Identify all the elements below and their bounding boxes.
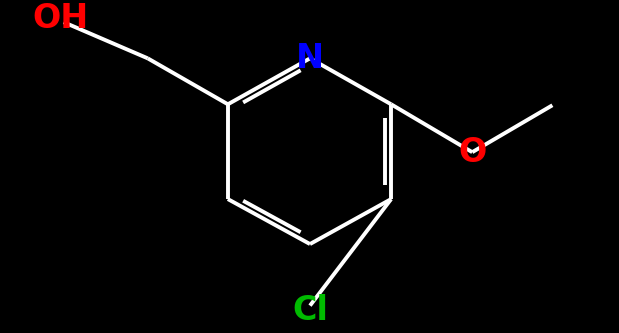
Text: O: O [458,136,487,169]
Text: N: N [296,42,324,75]
Text: OH: OH [32,2,89,35]
Text: Cl: Cl [292,294,328,327]
